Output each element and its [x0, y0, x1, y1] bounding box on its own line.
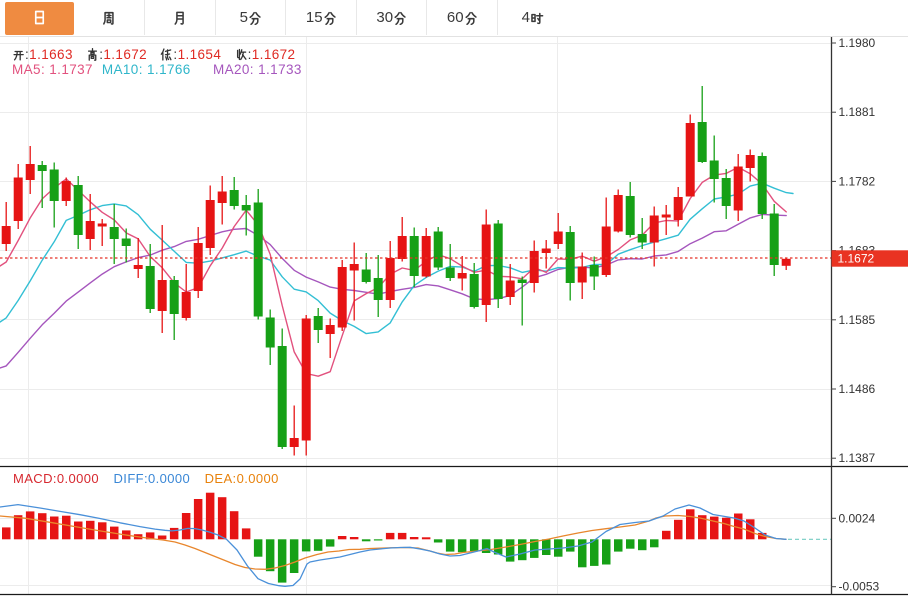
svg-text:1.1387: 1.1387 — [839, 451, 876, 465]
svg-text:-0.0053: -0.0053 — [839, 580, 880, 594]
svg-text:1.1486: 1.1486 — [839, 382, 876, 396]
svg-text:1.1585: 1.1585 — [839, 313, 876, 327]
svg-text:1.1782: 1.1782 — [839, 174, 876, 188]
svg-text:1.1881: 1.1881 — [839, 105, 876, 119]
svg-text:0.0024: 0.0024 — [839, 511, 876, 525]
svg-text:1.1980: 1.1980 — [839, 36, 876, 50]
svg-text:1.1672: 1.1672 — [838, 252, 875, 266]
